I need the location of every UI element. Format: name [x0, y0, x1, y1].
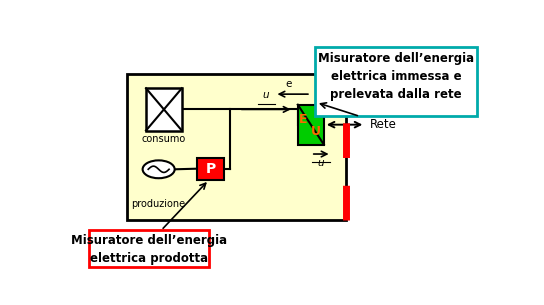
Text: Misuratore dell’energia
elettrica prodotta: Misuratore dell’energia elettrica prodot… [71, 234, 227, 265]
Bar [127, 74, 347, 220]
Text: Rete: Rete [369, 118, 397, 131]
Text: e: e [285, 79, 292, 89]
Bar [298, 105, 324, 145]
Circle shape [143, 160, 175, 178]
Text: E: E [299, 113, 307, 126]
Bar [146, 88, 182, 131]
Text: u: u [318, 158, 324, 167]
Text: Misuratore dell’energia
elettrica immessa e
prelevata dalla rete: Misuratore dell’energia elettrica immess… [318, 52, 474, 101]
Text: u: u [263, 90, 269, 100]
Bar [314, 47, 477, 117]
Text: U: U [311, 125, 320, 138]
Bar [89, 230, 209, 267]
Text: produzione: produzione [132, 199, 186, 209]
Bar [196, 158, 224, 180]
Text: P: P [206, 162, 215, 176]
Text: consumo: consumo [142, 134, 186, 144]
